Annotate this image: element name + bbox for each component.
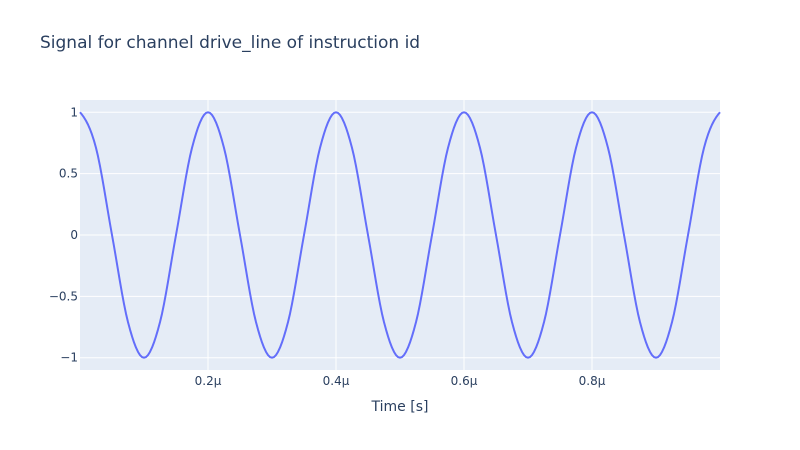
series-line[interactable] <box>79 111 721 359</box>
y-axis-ticks: 1 0.5 0 −0.5 −1 <box>49 105 78 364</box>
y-tick-label: 0 <box>70 228 78 242</box>
x-tick-label: 0.8µ <box>579 374 606 388</box>
x-axis-ticks: 0.2µ 0.4µ 0.6µ 0.8µ <box>195 374 606 388</box>
y-tick-label: −1 <box>60 351 78 365</box>
x-axis-title: Time [s] <box>371 399 429 415</box>
y-tick-label: −0.5 <box>49 289 78 303</box>
series-layer <box>79 111 721 359</box>
y-tick-label: 0.5 <box>59 167 78 181</box>
x-tick-label: 0.4µ <box>323 374 350 388</box>
x-tick-label: 0.2µ <box>195 374 222 388</box>
grid-lines <box>80 100 720 370</box>
x-tick-label: 0.6µ <box>451 374 478 388</box>
y-tick-label: 1 <box>70 105 78 119</box>
chart-title: Signal for channel drive_line of instruc… <box>40 33 421 53</box>
